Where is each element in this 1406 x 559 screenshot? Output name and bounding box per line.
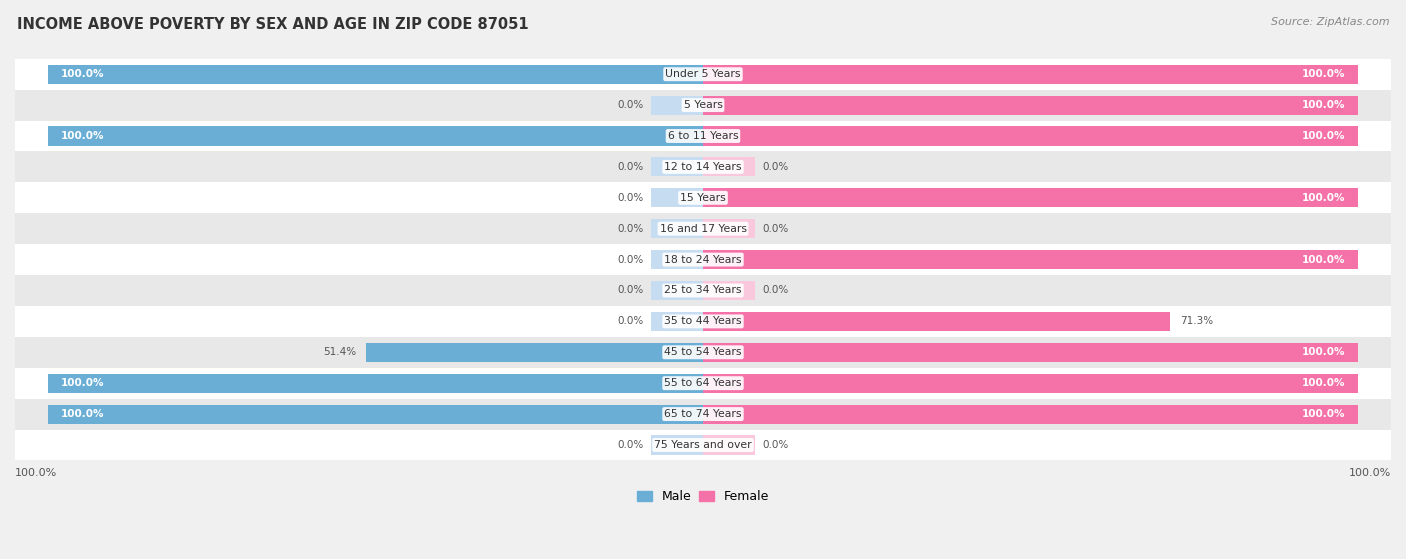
Bar [651, 312, 703, 331]
Bar [651, 343, 703, 362]
Bar [703, 65, 1358, 84]
Text: 100.0%: 100.0% [1302, 193, 1346, 203]
Bar [703, 250, 1358, 269]
Text: 0.0%: 0.0% [762, 162, 789, 172]
Text: 16 and 17 Years: 16 and 17 Years [659, 224, 747, 234]
Bar [651, 188, 703, 207]
Bar [703, 157, 755, 177]
Bar [703, 312, 755, 331]
Text: 6 to 11 Years: 6 to 11 Years [668, 131, 738, 141]
Bar [703, 65, 755, 84]
Text: 0.0%: 0.0% [617, 316, 644, 326]
Bar [15, 59, 1391, 89]
Bar [48, 405, 703, 424]
Bar [651, 281, 703, 300]
Text: 51.4%: 51.4% [323, 347, 356, 357]
Text: 45 to 54 Years: 45 to 54 Years [664, 347, 742, 357]
Text: Source: ZipAtlas.com: Source: ZipAtlas.com [1271, 17, 1389, 27]
Bar [703, 343, 755, 362]
Bar [366, 343, 703, 362]
Text: 100.0%: 100.0% [1348, 468, 1391, 478]
Text: 12 to 14 Years: 12 to 14 Years [664, 162, 742, 172]
Bar [15, 337, 1391, 368]
Bar [15, 429, 1391, 461]
Text: 100.0%: 100.0% [15, 468, 58, 478]
Legend: Male, Female: Male, Female [631, 485, 775, 508]
Bar [651, 219, 703, 238]
Text: 100.0%: 100.0% [60, 69, 104, 79]
Bar [703, 188, 1358, 207]
Text: 0.0%: 0.0% [762, 440, 789, 450]
Bar [15, 244, 1391, 275]
Bar [15, 89, 1391, 121]
Bar [15, 306, 1391, 337]
Bar [703, 405, 1358, 424]
Bar [651, 157, 703, 177]
Text: 0.0%: 0.0% [617, 162, 644, 172]
Bar [15, 151, 1391, 182]
Bar [15, 121, 1391, 151]
Text: 55 to 64 Years: 55 to 64 Years [664, 378, 742, 388]
Bar [703, 373, 1358, 393]
Text: 100.0%: 100.0% [60, 131, 104, 141]
Text: Under 5 Years: Under 5 Years [665, 69, 741, 79]
Bar [703, 405, 755, 424]
Bar [703, 96, 1358, 115]
Bar [703, 373, 755, 393]
Bar [651, 435, 703, 454]
Text: 100.0%: 100.0% [60, 378, 104, 388]
Text: 65 to 74 Years: 65 to 74 Years [664, 409, 742, 419]
Text: 0.0%: 0.0% [617, 224, 644, 234]
Bar [703, 219, 755, 238]
Text: 18 to 24 Years: 18 to 24 Years [664, 254, 742, 264]
Bar [48, 65, 703, 84]
Text: 100.0%: 100.0% [60, 409, 104, 419]
Text: 15 Years: 15 Years [681, 193, 725, 203]
Bar [651, 405, 703, 424]
Text: 0.0%: 0.0% [617, 440, 644, 450]
Bar [703, 281, 755, 300]
Text: 71.3%: 71.3% [1180, 316, 1213, 326]
Text: INCOME ABOVE POVERTY BY SEX AND AGE IN ZIP CODE 87051: INCOME ABOVE POVERTY BY SEX AND AGE IN Z… [17, 17, 529, 32]
Bar [48, 126, 703, 145]
Text: 0.0%: 0.0% [617, 254, 644, 264]
Bar [703, 343, 1358, 362]
Bar [703, 312, 1170, 331]
Bar [703, 96, 755, 115]
Text: 100.0%: 100.0% [1302, 100, 1346, 110]
Text: 0.0%: 0.0% [617, 193, 644, 203]
Text: 100.0%: 100.0% [1302, 409, 1346, 419]
Bar [651, 65, 703, 84]
Text: 75 Years and over: 75 Years and over [654, 440, 752, 450]
Bar [15, 275, 1391, 306]
Bar [703, 126, 755, 145]
Text: 100.0%: 100.0% [1302, 254, 1346, 264]
Bar [703, 250, 755, 269]
Text: 5 Years: 5 Years [683, 100, 723, 110]
Bar [651, 250, 703, 269]
Bar [15, 368, 1391, 399]
Bar [703, 126, 1358, 145]
Text: 0.0%: 0.0% [762, 286, 789, 296]
Text: 0.0%: 0.0% [762, 224, 789, 234]
Bar [651, 126, 703, 145]
Text: 100.0%: 100.0% [1302, 131, 1346, 141]
Text: 35 to 44 Years: 35 to 44 Years [664, 316, 742, 326]
Text: 100.0%: 100.0% [1302, 347, 1346, 357]
Bar [15, 182, 1391, 213]
Text: 0.0%: 0.0% [617, 100, 644, 110]
Bar [651, 96, 703, 115]
Bar [651, 373, 703, 393]
Text: 100.0%: 100.0% [1302, 378, 1346, 388]
Text: 100.0%: 100.0% [1302, 69, 1346, 79]
Bar [703, 435, 755, 454]
Text: 0.0%: 0.0% [617, 286, 644, 296]
Bar [15, 399, 1391, 429]
Bar [48, 373, 703, 393]
Bar [703, 188, 755, 207]
Bar [15, 213, 1391, 244]
Text: 25 to 34 Years: 25 to 34 Years [664, 286, 742, 296]
